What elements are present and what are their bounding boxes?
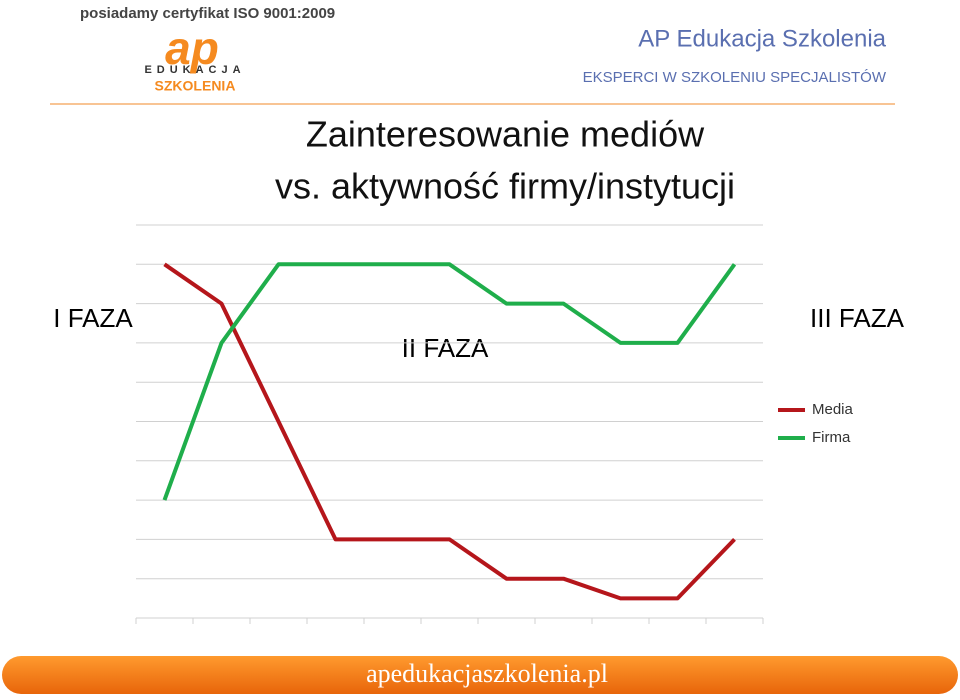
annotation: III FAZA bbox=[810, 303, 905, 333]
logo-line1: EDUKACJA bbox=[144, 64, 245, 76]
logo-mark: ap bbox=[165, 22, 219, 74]
footer-url: apedukacjaszkolenia.pl bbox=[366, 659, 608, 688]
series-line bbox=[163, 262, 736, 601]
logo-line2: SZKOLENIA bbox=[155, 78, 236, 94]
series-line bbox=[162, 262, 737, 501]
legend-label: Media bbox=[812, 401, 854, 418]
footer-bar bbox=[2, 656, 958, 694]
annotation: II FAZA bbox=[402, 333, 489, 363]
title-line: vs. aktywność firmy/instytucji bbox=[275, 166, 735, 207]
legend-label: Firma bbox=[812, 429, 851, 446]
brand: AP Edukacja Szkolenia bbox=[638, 25, 886, 52]
title-line: Zainteresowanie mediów bbox=[306, 114, 705, 155]
annotation: I FAZA bbox=[53, 303, 133, 333]
tagline: EKSPERCI W SZKOLENIU SPECJALISTÓW bbox=[583, 69, 887, 86]
certificate: posiadamy certyfikat ISO 9001:2009 bbox=[80, 5, 335, 22]
